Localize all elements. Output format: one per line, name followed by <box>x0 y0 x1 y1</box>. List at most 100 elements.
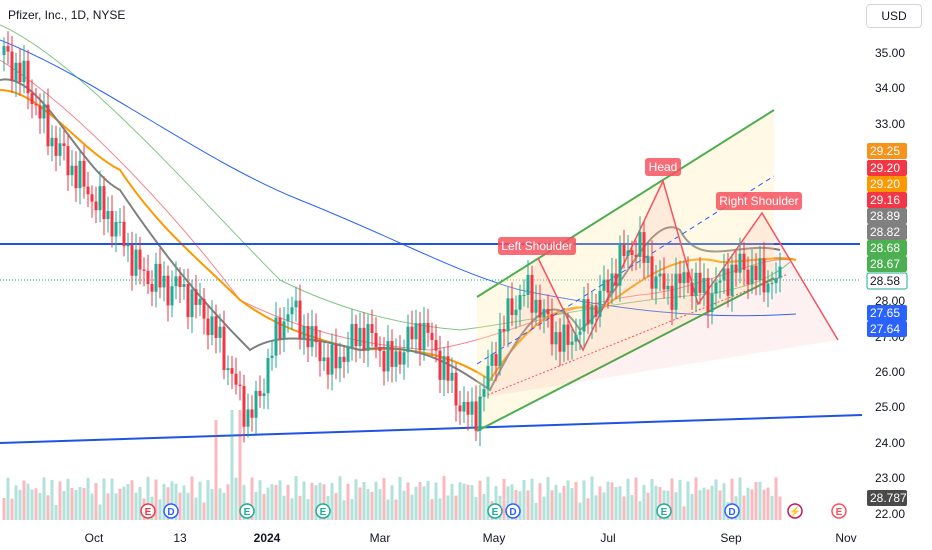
volume-bar <box>202 502 206 520</box>
earnings-marker-label: E <box>836 507 843 518</box>
volume-bar <box>306 499 310 520</box>
candle-body <box>346 347 350 362</box>
candle-body <box>614 273 618 286</box>
candle-body <box>774 278 778 284</box>
candle-body <box>742 253 746 270</box>
volume-bar <box>722 483 726 520</box>
volume-bar <box>774 477 778 520</box>
volume-bar <box>126 484 130 520</box>
volume-bar <box>62 490 66 520</box>
volume-bar <box>18 489 22 520</box>
price-label-pill <box>867 208 907 224</box>
price-label-pill <box>867 305 907 321</box>
volume-bar <box>226 484 230 520</box>
candle-body <box>526 274 530 295</box>
candle-body <box>102 186 106 220</box>
y-tick-label: 34.00 <box>875 81 905 95</box>
y-tick-label: 28.00 <box>875 294 905 308</box>
candle-body <box>390 340 394 367</box>
volume-bar <box>10 498 14 520</box>
volume-bar <box>402 490 406 520</box>
candle-body <box>314 326 318 343</box>
candle-body <box>686 272 690 283</box>
candle-body <box>86 186 90 195</box>
volume-bar <box>466 484 470 520</box>
volume-bar <box>30 489 34 520</box>
currency-selector[interactable]: USD <box>866 4 922 28</box>
earnings-marker <box>656 503 672 519</box>
hs-fill <box>480 181 838 398</box>
candle-body <box>50 137 54 147</box>
flash-marker-label: ⚡ <box>789 505 801 518</box>
dividend-marker <box>724 503 740 519</box>
volume-bar <box>522 479 526 520</box>
candle-body <box>74 165 78 189</box>
candle-body <box>38 105 42 119</box>
volume-bar <box>586 498 590 520</box>
candle-body <box>654 276 658 289</box>
candle-body <box>482 389 486 397</box>
volume-bar <box>310 482 314 520</box>
volume-bar <box>434 482 438 520</box>
volume-bar <box>470 485 474 520</box>
candle-body <box>546 309 550 315</box>
volume-bar <box>54 505 58 520</box>
price-label: 28.68 <box>870 241 900 255</box>
candle-body <box>110 211 114 237</box>
volume-bar <box>138 486 142 520</box>
volume-bar <box>270 484 274 520</box>
volume-bar <box>342 500 346 520</box>
volume-bar <box>438 498 442 520</box>
candle-body <box>30 93 34 105</box>
volume-bar <box>198 481 202 520</box>
volume-bar <box>110 478 114 520</box>
candle-body <box>94 201 98 211</box>
candle-body <box>350 323 354 348</box>
candle-body <box>494 354 498 366</box>
candle-body <box>518 295 522 310</box>
volume-bar <box>58 481 62 520</box>
volume-bar <box>38 492 42 520</box>
candle-body <box>62 143 66 147</box>
candle-body <box>618 244 622 286</box>
volume-bar <box>118 488 122 520</box>
pattern-label-box <box>645 158 681 176</box>
volume-bar <box>582 480 586 520</box>
candle-body <box>486 365 490 390</box>
volume-bar <box>422 486 426 520</box>
candle-body <box>382 351 386 372</box>
volume-bar <box>606 481 610 520</box>
candle-body <box>58 143 62 156</box>
volume-bar <box>266 487 270 520</box>
candle-body <box>506 298 510 332</box>
price-label: 28.89 <box>870 209 900 223</box>
candle-body <box>118 221 122 223</box>
candle-body <box>186 284 190 318</box>
candle-body <box>434 339 438 351</box>
candle-body <box>426 322 430 333</box>
candle-body <box>394 351 398 367</box>
candle-body <box>354 323 358 347</box>
candle-body <box>230 368 234 374</box>
volume-bar <box>190 476 194 520</box>
volume-bar <box>510 484 514 520</box>
candle-body <box>134 249 138 276</box>
volume-bar <box>746 487 750 520</box>
price-label-pill <box>867 240 907 256</box>
candle-body <box>106 211 110 220</box>
candle-body <box>54 137 58 156</box>
volume-bar <box>222 492 226 520</box>
volume-bar <box>550 490 554 520</box>
volume-bar <box>482 493 486 520</box>
candle-body <box>698 272 702 293</box>
volume-bar <box>770 495 774 520</box>
candle-body <box>162 275 166 288</box>
candle-body <box>302 326 306 340</box>
volume-bar <box>366 489 370 520</box>
candle-body <box>286 314 290 322</box>
candle-body <box>694 272 698 296</box>
candle-body <box>490 354 494 366</box>
candle-body <box>158 263 162 288</box>
price-label: 27.64 <box>870 322 900 336</box>
